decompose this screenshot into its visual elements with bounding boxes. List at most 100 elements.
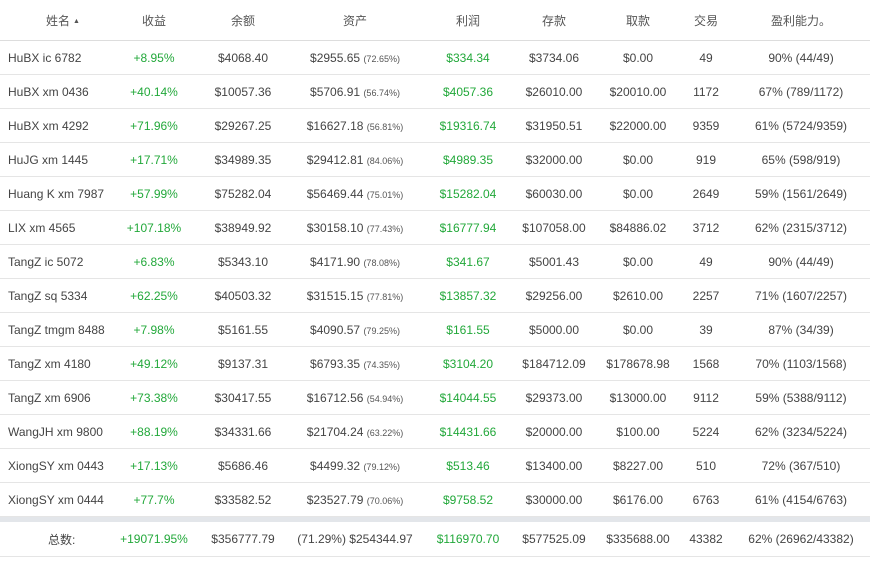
balance-cell: $34989.35 <box>200 142 286 177</box>
trades-cell: 6763 <box>680 482 732 517</box>
profit-pct-cell: +77.7% <box>108 482 200 517</box>
assets-cell: $21704.24 (63.22%) <box>286 414 424 449</box>
table-row[interactable]: XiongSY xm 0444 +77.7% $33582.52 $23527.79 … <box>0 482 870 517</box>
assets-percent: (63.22%) <box>366 427 404 438</box>
profit-pct-cell: +73.38% <box>108 380 200 415</box>
deposit-cell: $20000.00 <box>512 414 596 449</box>
table-row[interactable]: HuBX ic 6782 +8.95% $4068.40 $2955.65 (72.6… <box>0 40 870 75</box>
profit-cell: $9758.52 <box>424 482 512 517</box>
trades-cell: 49 <box>680 40 732 75</box>
withdraw-cell: $22000.00 <box>596 108 680 143</box>
account-name[interactable]: LIX xm 4565 <box>0 210 108 245</box>
win-rate-cell: 70% (1103/1568) <box>732 346 870 381</box>
table-header-row: 姓名 ▲ 收益 余额 资产 利润 存款 取款 交易 盈利能力。 <box>0 0 870 41</box>
trades-cell: 39 <box>680 312 732 347</box>
profit-cell: $16777.94 <box>424 210 512 245</box>
account-name[interactable]: TangZ tmgm 8488 <box>0 312 108 347</box>
account-name[interactable]: Huang K xm 7987 <box>0 176 108 211</box>
balance-cell: $4068.40 <box>200 40 286 75</box>
table-row[interactable]: Huang K xm 7987 +57.99% $75282.04 $56469.44… <box>0 176 870 211</box>
table-row[interactable]: HuBX xm 0436 +40.14% $10057.36 $5706.91 (56… <box>0 74 870 109</box>
assets-cell: $23527.79 (70.06%) <box>286 482 424 517</box>
account-name[interactable]: TangZ xm 4180 <box>0 346 108 381</box>
balance-cell: $33582.52 <box>200 482 286 517</box>
assets-cell: $56469.44 (75.01%) <box>286 176 424 211</box>
table-row[interactable]: LIX xm 4565 +107.18% $38949.92 $30158.10 (7… <box>0 210 870 245</box>
table-row[interactable]: HuJG xm 1445 +17.71% $34989.35 $29412.81 (8… <box>0 142 870 177</box>
withdraw-cell: $6176.00 <box>596 482 680 517</box>
column-header-withdraw[interactable]: 取款 <box>596 0 680 41</box>
column-header-profit-pct[interactable]: 收益 <box>108 0 200 41</box>
table-row[interactable]: WangJH xm 9800 +88.19% $34331.66 $21704.24 … <box>0 414 870 449</box>
total-balance: $356777.79 <box>200 522 286 557</box>
total-profit: $116970.70 <box>424 522 512 557</box>
table-row[interactable]: XiongSY xm 0443 +17.13% $5686.46 $4499.32 (… <box>0 448 870 483</box>
account-name[interactable]: HuBX ic 6782 <box>0 40 108 75</box>
trades-cell: 9359 <box>680 108 732 143</box>
withdraw-cell: $178678.98 <box>596 346 680 381</box>
assets-value: $4499.32 <box>310 458 361 473</box>
profit-cell: $15282.04 <box>424 176 512 211</box>
deposit-cell: $5001.43 <box>512 244 596 279</box>
assets-cell: $4499.32 (79.12%) <box>286 448 424 483</box>
account-name[interactable]: WangJH xm 9800 <box>0 414 108 449</box>
deposit-cell: $13400.00 <box>512 448 596 483</box>
trades-cell: 9112 <box>680 380 732 415</box>
account-name[interactable]: XiongSY xm 0443 <box>0 448 108 483</box>
deposit-cell: $30000.00 <box>512 482 596 517</box>
balance-cell: $5343.10 <box>200 244 286 279</box>
assets-cell: $2955.65 (72.65%) <box>286 40 424 75</box>
balance-cell: $9137.31 <box>200 346 286 381</box>
profit-pct-cell: +107.18% <box>108 210 200 245</box>
assets-percent: (84.06%) <box>366 155 404 166</box>
balance-cell: $38949.92 <box>200 210 286 245</box>
win-rate-cell: 72% (367/510) <box>732 448 870 483</box>
account-name[interactable]: HuJG xm 1445 <box>0 142 108 177</box>
deposit-cell: $29256.00 <box>512 278 596 313</box>
column-header-profit[interactable]: 利润 <box>424 0 512 41</box>
column-header-win-rate[interactable]: 盈利能力。 <box>732 0 870 41</box>
account-name[interactable]: HuBX xm 4292 <box>0 108 108 143</box>
sort-ascending-icon[interactable]: ▲ <box>73 17 80 25</box>
table-row[interactable]: TangZ xm 6906 +73.38% $30417.55 $16712.56 (… <box>0 380 870 415</box>
assets-cell: $29412.81 (84.06%) <box>286 142 424 177</box>
account-name[interactable]: TangZ sq 5334 <box>0 278 108 313</box>
trades-cell: 49 <box>680 244 732 279</box>
total-assets: (71.29%) $254344.97 <box>286 522 424 557</box>
profit-pct-cell: +71.96% <box>108 108 200 143</box>
column-header-deposit[interactable]: 存款 <box>512 0 596 41</box>
trades-cell: 1172 <box>680 74 732 109</box>
assets-value: $21704.24 <box>306 424 364 439</box>
profit-pct-cell: +62.25% <box>108 278 200 313</box>
account-name[interactable]: XiongSY xm 0444 <box>0 482 108 517</box>
withdraw-cell: $20010.00 <box>596 74 680 109</box>
profit-pct-cell: +7.98% <box>108 312 200 347</box>
win-rate-cell: 90% (44/49) <box>732 244 870 279</box>
total-deposit: $577525.09 <box>512 522 596 557</box>
win-rate-cell: 87% (34/39) <box>732 312 870 347</box>
assets-value: $2955.65 <box>310 50 361 65</box>
balance-cell: $34331.66 <box>200 414 286 449</box>
balance-cell: $75282.04 <box>200 176 286 211</box>
profit-cell: $3104.20 <box>424 346 512 381</box>
profit-pct-cell: +17.13% <box>108 448 200 483</box>
assets-cell: $5706.91 (56.74%) <box>286 74 424 109</box>
column-header-balance[interactable]: 余额 <box>200 0 286 41</box>
total-win-rate: 62% (26962/43382) <box>732 522 870 557</box>
table-row[interactable]: TangZ ic 5072 +6.83% $5343.10 $4171.90 (78.… <box>0 244 870 279</box>
table-row[interactable]: TangZ xm 4180 +49.12% $9137.31 $6793.35 (74… <box>0 346 870 381</box>
account-name[interactable]: TangZ ic 5072 <box>0 244 108 279</box>
column-header-name[interactable]: 姓名 ▲ <box>0 0 108 41</box>
table-row[interactable]: TangZ tmgm 8488 +7.98% $5161.55 $4090.57 (7… <box>0 312 870 347</box>
account-name[interactable]: HuBX xm 0436 <box>0 74 108 109</box>
account-name[interactable]: TangZ xm 6906 <box>0 380 108 415</box>
deposit-cell: $107058.00 <box>512 210 596 245</box>
table-row[interactable]: HuBX xm 4292 +71.96% $29267.25 $16627.18 (5… <box>0 108 870 143</box>
column-header-assets[interactable]: 资产 <box>286 0 424 41</box>
trades-cell: 3712 <box>680 210 732 245</box>
deposit-cell: $29373.00 <box>512 380 596 415</box>
assets-percent: (56.74%) <box>363 87 400 98</box>
column-header-trades[interactable]: 交易 <box>680 0 732 41</box>
table-row[interactable]: TangZ sq 5334 +62.25% $40503.32 $31515.15 (… <box>0 278 870 313</box>
